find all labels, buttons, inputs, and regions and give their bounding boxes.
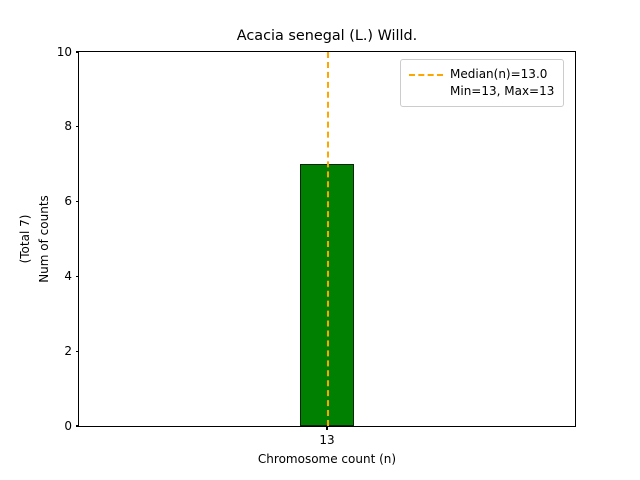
y-axis-tick-label: 4 (64, 268, 72, 283)
x-axis-label: Chromosome count (n) (257, 452, 397, 466)
legend-minmax-label: Min=13, Max=13 (450, 84, 555, 98)
page-title: Acacia senegal (L.) Willd. (236, 28, 418, 44)
y-axis-tick-label: 6 (64, 194, 72, 209)
y-axis-label: (Total 7) Num of counts (16, 195, 54, 283)
legend-median-label: Median(n)=13.0 (450, 67, 548, 81)
y-axis-label-main: Num of counts (37, 195, 51, 283)
y-axis-tick-mark (75, 425, 79, 427)
y-axis-tick-mark (75, 275, 79, 277)
y-axis-label-total: (Total 7) (18, 214, 32, 264)
legend-median-line-icon (409, 66, 443, 83)
chart-legend: Median(n)=13.0 Min=13, Max=13 (400, 59, 565, 107)
y-axis-tick-mark (75, 350, 79, 352)
y-axis-tick-label: 0 (64, 418, 72, 433)
x-axis-tick-label: 13 (319, 433, 335, 447)
y-axis-tick-label: 10 (56, 44, 72, 59)
y-axis-tick-mark (75, 51, 79, 53)
plot-area: 0 2 4 6 8 10 13 (57, 45, 576, 447)
x-axis-tick-mark (326, 426, 328, 430)
y-axis-tick-label: 8 (64, 119, 72, 134)
y-axis-tick-mark (75, 201, 79, 203)
median-line (327, 52, 329, 426)
y-axis-tick-label: 2 (64, 343, 72, 358)
legend-entry-text: Median(n)=13.0 Min=13, Max=13 (450, 66, 554, 100)
y-axis-tick-mark (75, 126, 79, 128)
bar (299, 164, 355, 426)
